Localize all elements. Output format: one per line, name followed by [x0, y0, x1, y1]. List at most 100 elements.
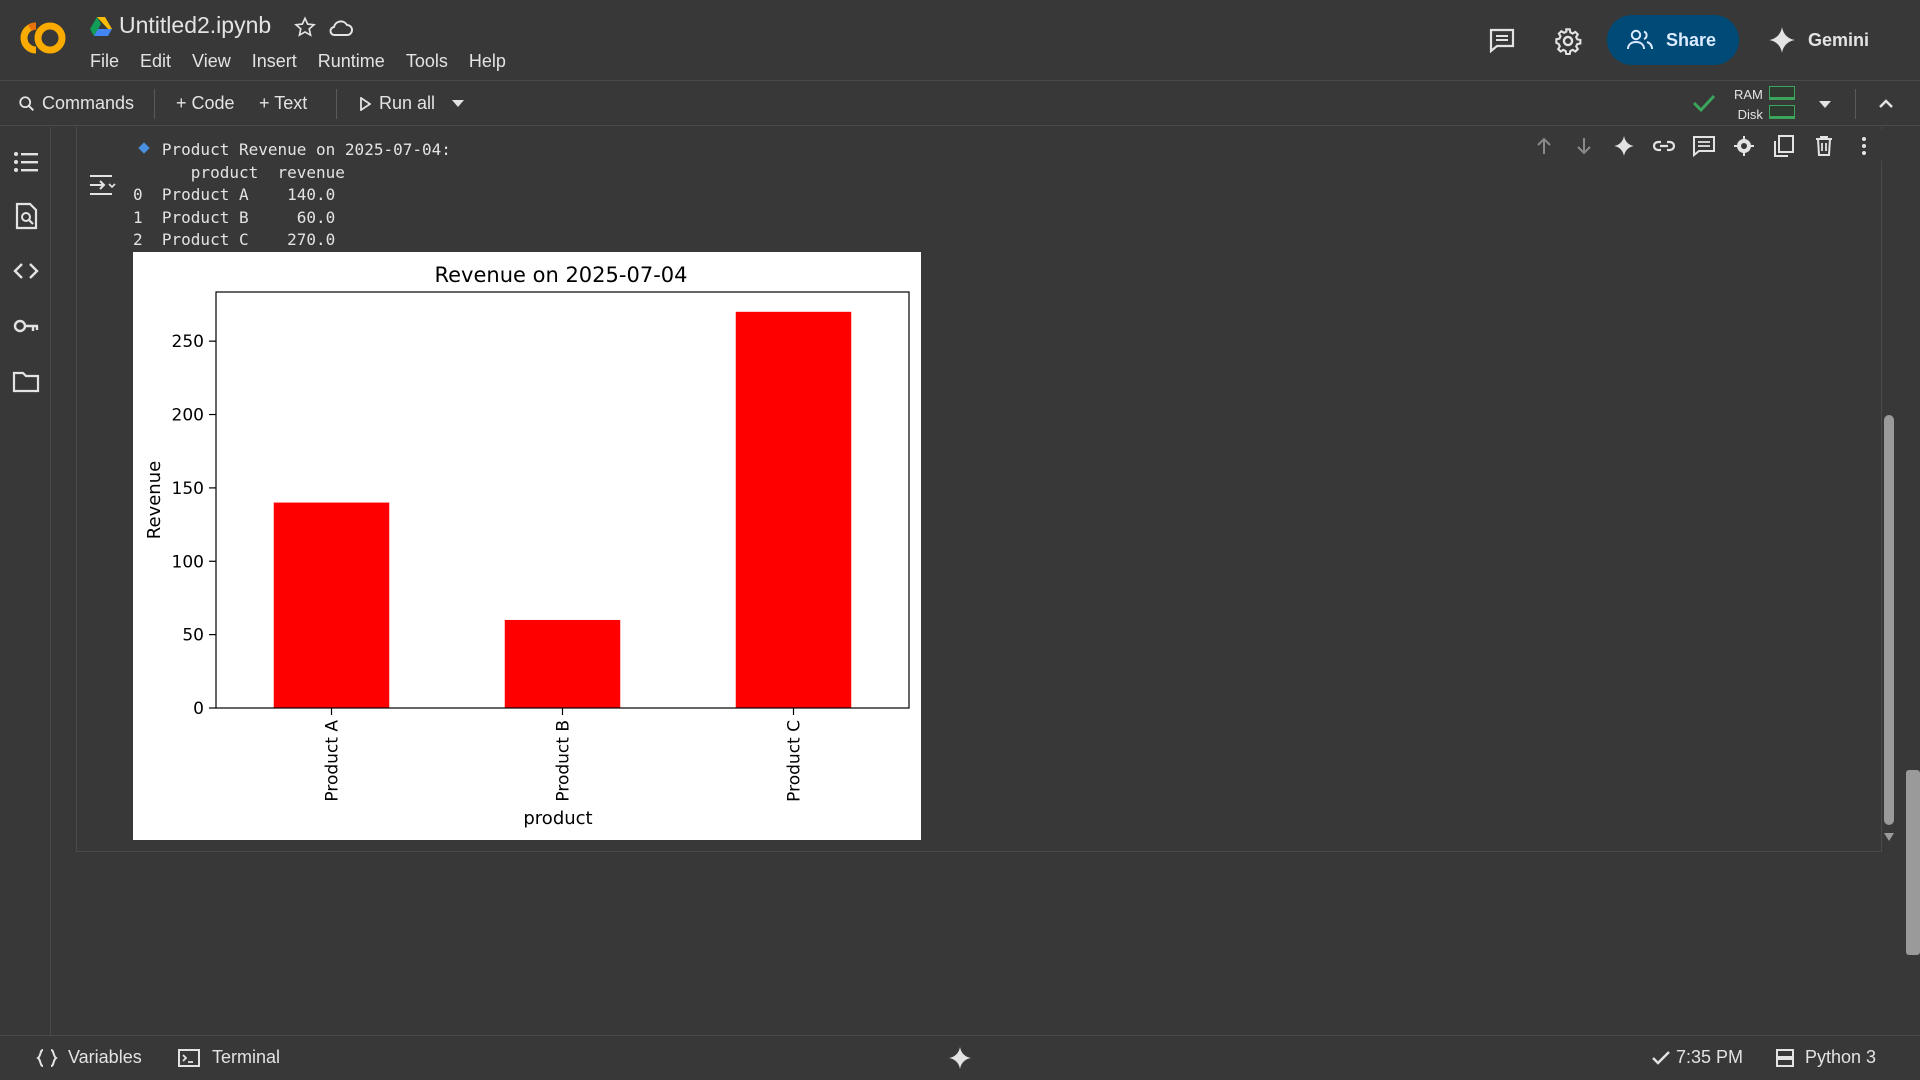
curly-braces-icon [36, 1048, 58, 1067]
more-vert-icon[interactable] [1852, 134, 1876, 158]
notebook-toolbar: Commands + Code + Text Run all RAM Disk [0, 80, 1920, 126]
gear-icon[interactable] [1554, 27, 1582, 55]
code-snippets-icon[interactable] [12, 257, 40, 285]
delete-trash-icon[interactable] [1812, 134, 1836, 158]
caret-down-icon [452, 100, 464, 107]
plot-frame [215, 291, 910, 709]
y-tick-label: 150 [172, 479, 204, 499]
move-up-icon[interactable] [1532, 134, 1556, 158]
bars-group [273, 311, 852, 708]
move-down-icon[interactable] [1572, 134, 1596, 158]
toolbar-divider [1855, 89, 1856, 119]
chart-svg: Revenue on 2025-07-04 0 50 100 150 200 250 Pr… [144, 263, 910, 829]
side-rail [0, 127, 51, 1035]
run-all-label: Run all [379, 93, 436, 113]
files-folder-icon[interactable] [12, 367, 40, 395]
menu-insert[interactable]: Insert [251, 51, 297, 71]
page-scrollbar-thumb[interactable] [1906, 770, 1920, 955]
execution-status[interactable]: 7:35 PM [1652, 1047, 1743, 1068]
ram-meter [1769, 86, 1795, 100]
connected-check-icon[interactable] [1692, 93, 1716, 113]
link-icon[interactable] [1652, 134, 1676, 158]
bar-product-b [504, 619, 621, 708]
menu-tools[interactable]: Tools [405, 51, 448, 71]
status-bar: Variables Terminal 7:35 PM Python 3 [0, 1035, 1920, 1080]
comments-icon[interactable] [1488, 27, 1516, 53]
secrets-key-icon[interactable] [12, 312, 40, 340]
menu-file[interactable]: File [90, 51, 120, 71]
y-axis-label: Revenue [144, 461, 165, 539]
notebook-title[interactable]: Untitled2.ipynb [119, 12, 272, 38]
terminal-label: Terminal [212, 1047, 281, 1067]
collapse-header-button[interactable] [1878, 97, 1894, 109]
check-icon [1652, 1050, 1670, 1065]
scroll-down-arrow-icon[interactable] [1883, 832, 1895, 842]
resource-monitor[interactable]: RAM Disk [1734, 85, 1763, 125]
colab-logo[interactable] [16, 18, 70, 58]
toolbar-divider [336, 89, 337, 119]
gemini-label: Gemini [1808, 29, 1870, 50]
x-tick-label: Product B [554, 720, 574, 802]
terminal-icon [178, 1048, 200, 1067]
search-icon [19, 95, 35, 111]
bar-product-a [273, 502, 390, 708]
share-label: Share [1666, 29, 1717, 50]
toolbar-divider [154, 89, 155, 119]
google-drive-icon[interactable] [90, 17, 112, 37]
gemini-sparkle-icon [1769, 27, 1795, 53]
runtime-type-button[interactable]: Python 3 [1775, 1047, 1876, 1068]
table-of-contents-icon[interactable] [12, 148, 40, 176]
people-icon [1627, 29, 1653, 50]
commands-button[interactable]: Commands [18, 93, 134, 114]
output-line: product revenue [133, 162, 345, 182]
menu-edit[interactable]: Edit [140, 51, 172, 71]
cell-scrollbar-thumb[interactable] [1884, 415, 1894, 825]
chart-title: Revenue on 2025-07-04 [434, 263, 687, 287]
output-line: Product Revenue on 2025-07-04: [133, 140, 451, 159]
run-all-button[interactable]: Run all [359, 93, 435, 114]
x-axis-label: product [523, 808, 592, 829]
output-line: 1 Product B 60.0 [133, 207, 336, 227]
add-text-button[interactable]: + Text [259, 93, 308, 113]
caret-down-icon [1819, 101, 1831, 108]
cloud-saved-icon[interactable] [328, 17, 354, 39]
terminal-button[interactable]: Terminal [178, 1047, 280, 1068]
find-in-document-icon[interactable] [12, 202, 40, 230]
y-tick-label: 0 [193, 699, 204, 719]
code-cell[interactable] [76, 127, 1882, 852]
x-axis: Product A Product B Product C [323, 708, 805, 802]
gemini-button[interactable]: Gemini [1768, 22, 1869, 58]
play-icon [360, 96, 371, 111]
variables-label: Variables [68, 1047, 142, 1067]
gemini-status-icon[interactable] [948, 1046, 972, 1070]
menu-help[interactable]: Help [468, 51, 506, 71]
menu-view[interactable]: View [192, 51, 231, 71]
x-tick-label: Product A [323, 720, 343, 802]
add-code-button[interactable]: + Code [176, 93, 235, 113]
star-icon[interactable] [294, 16, 316, 38]
runtime-label: Python 3 [1805, 1047, 1877, 1067]
y-axis: 0 50 100 150 200 250 [172, 332, 216, 719]
comment-icon[interactable] [1692, 134, 1716, 158]
menu-runtime[interactable]: Runtime [317, 51, 385, 71]
run-all-dropdown[interactable] [451, 99, 465, 108]
commands-label: Commands [42, 93, 135, 113]
menu-bar: File Edit View Insert Runtime Tools Help [90, 51, 527, 72]
ram-label: RAM [1734, 87, 1763, 102]
share-button[interactable]: Share [1607, 15, 1739, 65]
gemini-sparkle-icon[interactable] [1612, 134, 1636, 158]
output-toggle-icon[interactable] [88, 173, 118, 197]
y-tick-label: 50 [182, 626, 204, 646]
variables-button[interactable]: Variables [36, 1047, 142, 1068]
bar-product-c [735, 311, 852, 708]
mirror-cell-icon[interactable] [1772, 134, 1796, 158]
y-tick-label: 100 [172, 552, 204, 572]
execution-time: 7:35 PM [1676, 1047, 1744, 1067]
disk-label: Disk [1737, 107, 1763, 122]
runtime-dropdown[interactable] [1818, 100, 1832, 109]
cell-settings-gear-icon[interactable] [1732, 134, 1756, 158]
y-tick-label: 200 [172, 406, 204, 426]
server-icon [1776, 1048, 1794, 1067]
cell-stdout: Product Revenue on 2025-07-04: product r… [133, 139, 451, 252]
header [0, 0, 1920, 80]
